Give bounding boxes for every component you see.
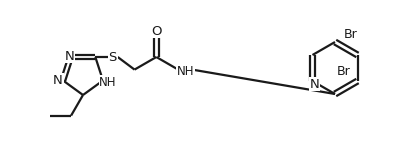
Text: S: S [108, 51, 117, 64]
Text: N: N [53, 74, 63, 87]
Text: N: N [65, 49, 74, 62]
Text: Br: Br [337, 65, 350, 78]
Text: NH: NH [99, 76, 117, 89]
Text: O: O [151, 25, 162, 38]
Text: NH: NH [176, 65, 194, 78]
Text: N: N [310, 78, 319, 91]
Text: Br: Br [344, 27, 358, 40]
